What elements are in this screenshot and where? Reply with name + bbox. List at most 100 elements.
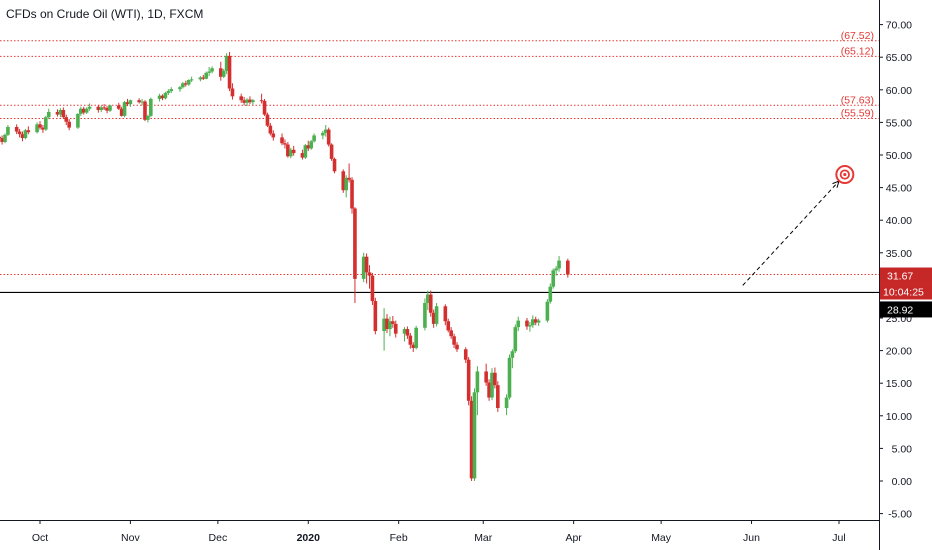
candle xyxy=(472,388,477,481)
candle-body xyxy=(166,91,171,94)
candle-body xyxy=(364,256,369,273)
y-tick-label: 55.00 xyxy=(886,117,912,129)
candle-body xyxy=(149,98,153,116)
candle xyxy=(178,85,182,92)
candle xyxy=(303,143,308,159)
candle-body xyxy=(61,110,66,118)
candle xyxy=(388,316,392,337)
line-value-badge xyxy=(880,301,932,318)
candle-body xyxy=(463,349,468,360)
candle-body xyxy=(323,129,328,133)
candle xyxy=(361,252,366,283)
candle-body xyxy=(367,272,372,276)
candle xyxy=(79,106,83,116)
candle-body xyxy=(531,319,535,326)
x-tick-label: Apr xyxy=(565,532,582,544)
candle-body xyxy=(262,100,267,115)
candle-body xyxy=(248,99,252,103)
candle-body xyxy=(79,108,83,114)
candle xyxy=(55,109,60,117)
candle xyxy=(391,316,395,328)
candle-body xyxy=(557,260,561,269)
candle xyxy=(198,76,203,82)
candle-body xyxy=(41,127,45,130)
candle xyxy=(17,128,22,138)
candle-body xyxy=(116,105,121,109)
x-tick-label: Nov xyxy=(121,532,140,544)
candle-body xyxy=(143,101,147,120)
candle xyxy=(166,89,171,96)
candle xyxy=(210,66,214,74)
y-tick-label: 35.00 xyxy=(886,248,912,260)
candle-body xyxy=(218,68,223,77)
candle-body xyxy=(23,130,28,139)
candle-body xyxy=(99,107,104,111)
candle xyxy=(426,290,430,311)
candle-body xyxy=(140,101,144,103)
candle xyxy=(271,130,276,141)
candle-body xyxy=(536,320,541,323)
candle xyxy=(367,265,372,289)
candle-body xyxy=(67,121,71,128)
candle-body xyxy=(353,208,357,279)
candle-body xyxy=(344,177,348,191)
candle xyxy=(323,125,328,137)
x-tick-label: Oct xyxy=(32,532,48,544)
candle-body xyxy=(373,301,378,332)
candle-body xyxy=(361,256,366,279)
candle xyxy=(96,104,101,113)
candle-body xyxy=(178,87,182,90)
candle xyxy=(545,299,550,323)
candle-body xyxy=(405,329,410,336)
candle xyxy=(207,66,211,77)
candle xyxy=(463,347,468,363)
candle-body xyxy=(6,126,10,135)
candle xyxy=(163,91,168,100)
y-tick-label: 10.00 xyxy=(886,411,912,423)
candle xyxy=(169,87,174,94)
candle-body xyxy=(414,327,418,348)
candle xyxy=(431,309,436,328)
candle xyxy=(496,381,500,412)
candle xyxy=(218,61,223,81)
candle-body xyxy=(475,371,480,393)
candle-body xyxy=(137,100,141,103)
candle xyxy=(125,98,130,107)
x-tick-label: Jul xyxy=(832,532,845,544)
candle-body xyxy=(44,117,48,130)
candle xyxy=(259,93,264,104)
candle-body xyxy=(545,301,550,321)
candle-body xyxy=(347,177,351,180)
candle-body xyxy=(87,106,92,109)
candle-body xyxy=(423,303,427,328)
candle xyxy=(364,253,369,284)
candle-body xyxy=(411,344,416,348)
candle xyxy=(455,342,459,352)
candle xyxy=(224,53,229,75)
price-badge xyxy=(880,267,932,284)
candle xyxy=(414,325,418,350)
candle xyxy=(332,157,337,174)
candle xyxy=(64,114,69,126)
candle xyxy=(423,298,427,331)
candle xyxy=(265,112,270,127)
candle xyxy=(248,96,252,105)
candle xyxy=(67,119,71,131)
candle xyxy=(493,367,497,389)
candle xyxy=(116,102,121,111)
candle-body xyxy=(242,100,246,103)
candle-body xyxy=(163,93,168,99)
candle xyxy=(230,83,235,100)
y-tick-label: 5.00 xyxy=(892,443,913,455)
candle xyxy=(452,333,456,348)
y-tick-label: 70.00 xyxy=(886,20,912,32)
candle xyxy=(140,98,144,106)
candle-body xyxy=(14,126,19,132)
candle-body xyxy=(96,106,101,111)
level-label: (65.12) xyxy=(841,45,874,57)
candle-body xyxy=(17,131,22,135)
candle-body xyxy=(251,100,255,103)
x-tick-label: Feb xyxy=(390,532,408,544)
candle-body xyxy=(300,153,305,158)
